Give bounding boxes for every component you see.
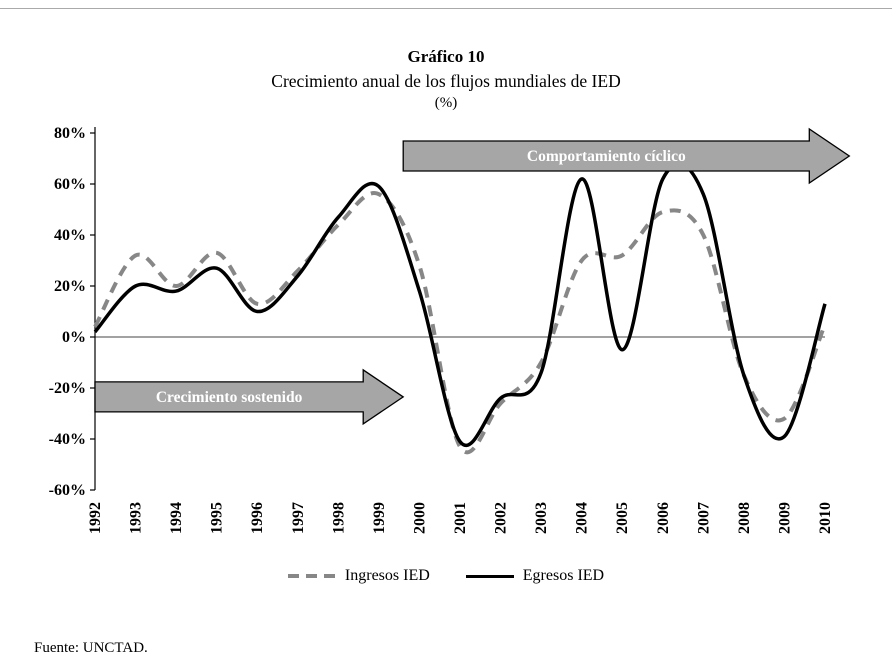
x-axis-tick-label: 1998 (330, 502, 347, 534)
x-axis-tick-label: 2004 (574, 502, 591, 534)
x-axis-tick-label: 1993 (128, 502, 145, 534)
egresos-line-swatch (465, 574, 514, 578)
x-axis-tick-label: 2009 (776, 502, 793, 534)
y-axis-tick-label: -40% (49, 431, 86, 448)
y-axis-tick-label: -60% (49, 482, 86, 499)
annotation-arrow-label: Comportamiento cíclico (527, 148, 686, 165)
y-axis-tick-label: 40% (54, 227, 86, 244)
x-axis-tick-label: 2001 (452, 502, 469, 534)
chart-header: Gráfico 10 Crecimiento anual de los fluj… (0, 0, 892, 113)
annotation-arrow (402, 127, 851, 185)
x-axis-tick-label: 2002 (493, 502, 510, 534)
x-axis-tick-label: 1994 (168, 502, 185, 534)
x-axis-tick-label: 1999 (371, 502, 388, 534)
legend-item-ingresos: Ingresos IED (287, 567, 430, 585)
series-line-ingresos-ied (93, 191, 827, 455)
chart-legend: Ingresos IED Egresos IED (0, 567, 892, 585)
annotation-arrow-label: Crecimiento sostenido (156, 389, 303, 406)
x-axis-tick-label: 1996 (249, 502, 266, 534)
x-axis-tick-label: 1992 (87, 502, 104, 534)
annotation-arrow (94, 368, 405, 426)
source-note: Fuente: UNCTAD. (34, 640, 148, 656)
x-axis-tick-label: 2008 (736, 502, 753, 534)
legend-item-egresos: Egresos IED (465, 567, 605, 585)
y-axis-tick-label: -20% (49, 380, 86, 397)
y-axis-tick-label: 0% (62, 329, 86, 346)
x-axis-tick-label: 2006 (655, 502, 672, 534)
legend-label-egresos: Egresos IED (522, 567, 605, 584)
top-rule (0, 8, 892, 9)
x-axis-tick-label: 2010 (817, 502, 834, 534)
x-axis-tick-label: 2007 (695, 502, 712, 534)
line-chart: 80% 60% 40% 20% 0% -20% -40% -60%1992 1993 1994 19… (49, 125, 851, 534)
chart-title: Gráfico 10 (407, 47, 485, 66)
x-axis-tick-label: 1995 (209, 502, 226, 534)
y-axis-tick-label: 60% (54, 176, 86, 193)
legend-label-ingresos: Ingresos IED (344, 567, 430, 584)
x-axis-tick-label: 2005 (614, 502, 631, 534)
chart-subtitle: Crecimiento anual de los flujos mundiale… (271, 71, 621, 92)
ingresos-line-swatch (287, 574, 336, 578)
x-axis-tick-label: 2003 (533, 502, 550, 534)
y-axis-tick-label: 80% (54, 125, 86, 142)
x-axis-tick-label: 2000 (411, 502, 428, 534)
series-line-egresos-ied (93, 162, 827, 447)
x-axis-tick-label: 1997 (290, 502, 307, 534)
y-axis-tick-label: 20% (54, 278, 86, 295)
chart-unit-label: (%) (434, 94, 458, 111)
